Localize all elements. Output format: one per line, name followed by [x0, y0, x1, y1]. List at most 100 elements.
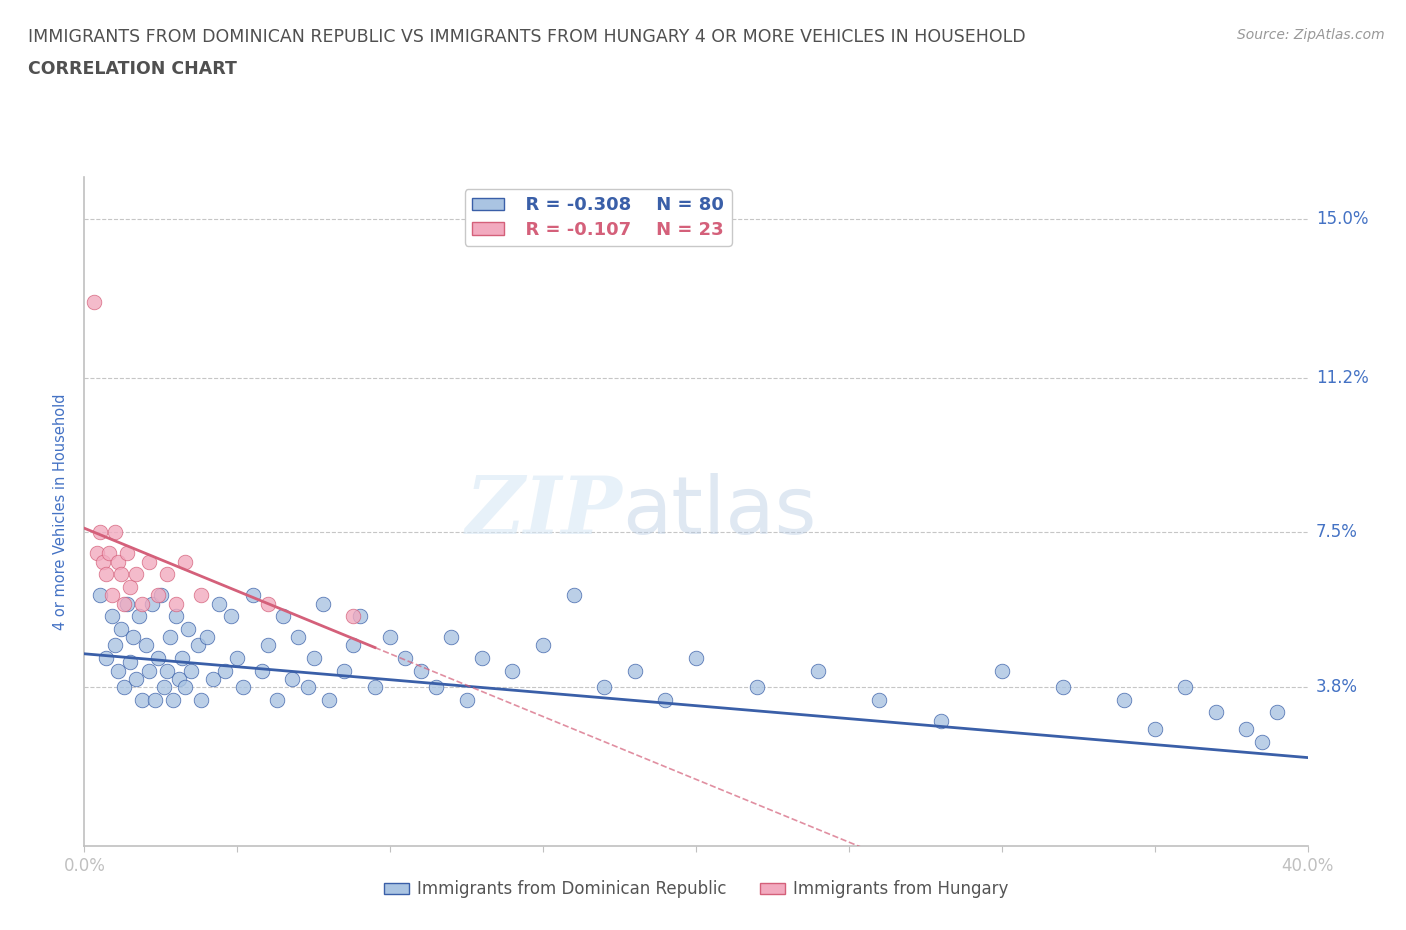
- Point: [94, 567, 117, 582]
- Point: [747, 680, 769, 695]
- Point: [409, 663, 432, 678]
- Point: [1265, 705, 1288, 720]
- Point: [502, 663, 524, 678]
- Point: [190, 588, 212, 603]
- Point: [107, 554, 129, 569]
- Point: [456, 692, 478, 708]
- Point: [201, 671, 224, 686]
- Point: [115, 596, 138, 611]
- Point: [177, 621, 200, 636]
- Point: [333, 663, 356, 678]
- Text: 7.5%: 7.5%: [1316, 524, 1358, 541]
- Point: [186, 638, 208, 653]
- Point: [593, 680, 616, 695]
- Point: [1205, 705, 1227, 720]
- Y-axis label: 4 or more Vehicles in Household: 4 or more Vehicles in Household: [53, 393, 69, 630]
- Point: [174, 680, 197, 695]
- Point: [250, 663, 273, 678]
- Legend: Immigrants from Dominican Republic, Immigrants from Hungary: Immigrants from Dominican Republic, Immi…: [377, 873, 1015, 905]
- Text: CORRELATION CHART: CORRELATION CHART: [28, 60, 238, 78]
- Point: [159, 630, 181, 644]
- Point: [318, 692, 340, 708]
- Point: [110, 621, 132, 636]
- Point: [104, 525, 127, 540]
- Point: [112, 680, 135, 695]
- Point: [624, 663, 647, 678]
- Point: [153, 680, 176, 695]
- Point: [122, 630, 145, 644]
- Point: [440, 630, 463, 644]
- Point: [138, 663, 160, 678]
- Point: [287, 630, 309, 644]
- Point: [89, 525, 111, 540]
- Point: [135, 638, 157, 653]
- Text: Source: ZipAtlas.com: Source: ZipAtlas.com: [1237, 28, 1385, 42]
- Text: 11.2%: 11.2%: [1316, 368, 1368, 387]
- Point: [94, 651, 117, 666]
- Point: [929, 713, 952, 728]
- Point: [149, 588, 172, 603]
- Point: [115, 546, 138, 561]
- Point: [394, 651, 416, 666]
- Point: [138, 554, 160, 569]
- Point: [89, 588, 111, 603]
- Point: [257, 638, 280, 653]
- Point: [807, 663, 830, 678]
- Point: [297, 680, 319, 695]
- Point: [190, 692, 212, 708]
- Point: [302, 651, 325, 666]
- Point: [242, 588, 264, 603]
- Point: [101, 588, 124, 603]
- Point: [101, 609, 124, 624]
- Text: 3.8%: 3.8%: [1316, 678, 1358, 697]
- Point: [364, 680, 387, 695]
- Point: [104, 638, 127, 653]
- Point: [1250, 735, 1272, 750]
- Point: [141, 596, 163, 611]
- Point: [128, 609, 150, 624]
- Text: ZIP: ZIP: [465, 472, 623, 551]
- Point: [125, 671, 148, 686]
- Point: [208, 596, 231, 611]
- Point: [214, 663, 236, 678]
- Point: [342, 609, 364, 624]
- Point: [165, 596, 187, 611]
- Text: atlas: atlas: [623, 472, 817, 551]
- Point: [97, 546, 120, 561]
- Point: [471, 651, 494, 666]
- Point: [531, 638, 554, 653]
- Point: [312, 596, 335, 611]
- Point: [180, 663, 202, 678]
- Point: [172, 651, 194, 666]
- Point: [174, 554, 197, 569]
- Point: [257, 596, 280, 611]
- Point: [562, 588, 585, 603]
- Point: [271, 609, 294, 624]
- Point: [131, 596, 153, 611]
- Point: [349, 609, 371, 624]
- Point: [83, 295, 105, 310]
- Point: [167, 671, 190, 686]
- Point: [1114, 692, 1136, 708]
- Point: [120, 579, 142, 594]
- Point: [156, 663, 179, 678]
- Point: [86, 546, 108, 561]
- Point: [91, 554, 114, 569]
- Point: [1052, 680, 1074, 695]
- Point: [143, 692, 166, 708]
- Point: [219, 609, 242, 624]
- Point: [281, 671, 304, 686]
- Point: [165, 609, 187, 624]
- Point: [869, 692, 891, 708]
- Point: [107, 663, 129, 678]
- Point: [156, 567, 179, 582]
- Point: [195, 630, 218, 644]
- Text: 15.0%: 15.0%: [1316, 209, 1368, 228]
- Point: [1174, 680, 1197, 695]
- Point: [226, 651, 249, 666]
- Point: [125, 567, 148, 582]
- Point: [1234, 722, 1257, 737]
- Point: [380, 630, 402, 644]
- Point: [425, 680, 447, 695]
- Point: [342, 638, 364, 653]
